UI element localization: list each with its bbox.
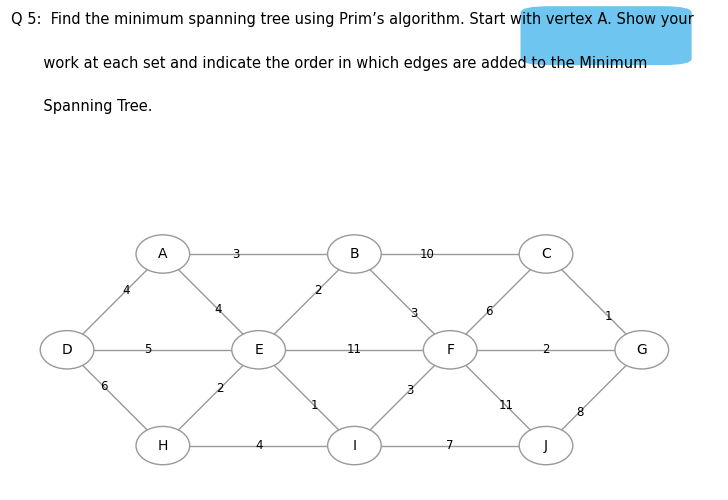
Text: work at each set and indicate the order in which edges are added to the Minimum: work at each set and indicate the order … bbox=[11, 56, 647, 71]
Text: B: B bbox=[349, 247, 359, 261]
Text: Q 5:  Find the minimum spanning tree using Prim’s algorithm. Start with vertex A: Q 5: Find the minimum spanning tree usin… bbox=[11, 12, 694, 28]
Text: 11: 11 bbox=[347, 344, 362, 356]
Text: 5: 5 bbox=[144, 344, 151, 356]
Text: J: J bbox=[544, 438, 548, 452]
Text: 6: 6 bbox=[100, 380, 107, 392]
Text: 1: 1 bbox=[604, 310, 612, 323]
Ellipse shape bbox=[519, 426, 573, 465]
Text: D: D bbox=[62, 343, 72, 357]
Text: 2: 2 bbox=[314, 284, 322, 297]
Text: A: A bbox=[158, 247, 167, 261]
Ellipse shape bbox=[328, 426, 381, 465]
Text: 1: 1 bbox=[310, 399, 318, 412]
Text: 3: 3 bbox=[232, 248, 240, 260]
FancyBboxPatch shape bbox=[521, 6, 692, 65]
Text: G: G bbox=[636, 343, 647, 357]
Text: 4: 4 bbox=[215, 303, 222, 316]
Text: E: E bbox=[254, 343, 263, 357]
Ellipse shape bbox=[136, 426, 190, 465]
Text: 6: 6 bbox=[485, 305, 492, 318]
Ellipse shape bbox=[519, 235, 573, 273]
Text: 3: 3 bbox=[406, 384, 414, 396]
Text: 4: 4 bbox=[123, 284, 130, 297]
Text: 4: 4 bbox=[255, 439, 262, 452]
Text: C: C bbox=[541, 247, 551, 261]
Ellipse shape bbox=[615, 330, 668, 369]
Text: 3: 3 bbox=[410, 307, 417, 320]
Text: F: F bbox=[446, 343, 454, 357]
Text: Spanning Tree.: Spanning Tree. bbox=[11, 99, 152, 114]
Ellipse shape bbox=[424, 330, 477, 369]
Text: 2: 2 bbox=[216, 382, 224, 394]
Ellipse shape bbox=[136, 235, 190, 273]
Ellipse shape bbox=[232, 330, 285, 369]
Text: 8: 8 bbox=[576, 406, 583, 418]
Text: 2: 2 bbox=[542, 344, 550, 356]
Ellipse shape bbox=[40, 330, 94, 369]
Text: I: I bbox=[352, 438, 357, 452]
Ellipse shape bbox=[328, 235, 381, 273]
Text: 10: 10 bbox=[420, 248, 435, 260]
Text: 7: 7 bbox=[446, 439, 454, 452]
Text: H: H bbox=[158, 438, 168, 452]
Text: 11: 11 bbox=[498, 399, 513, 412]
